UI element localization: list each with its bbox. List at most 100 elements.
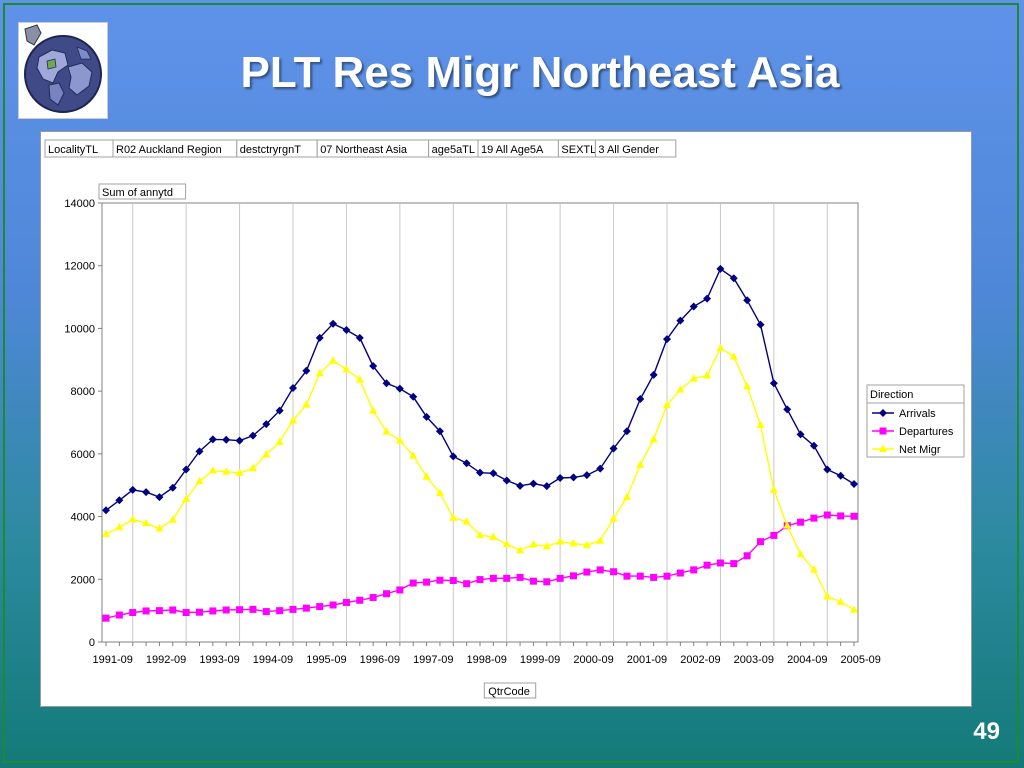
data-point-arrivals [222, 435, 231, 444]
data-field-label: Sum of annytd [102, 187, 173, 199]
data-point-net-migr [409, 451, 418, 459]
data-point-arrivals [315, 333, 324, 342]
data-point-arrivals [716, 264, 725, 273]
data-point-departures [676, 569, 684, 577]
data-point-net-migr [716, 343, 725, 351]
data-point-departures [262, 608, 270, 616]
data-point-net-migr [783, 521, 792, 529]
data-point-departures [209, 607, 217, 615]
data-point-arrivals [582, 471, 591, 480]
data-point-net-migr [542, 541, 551, 550]
data-point-net-migr [809, 565, 818, 573]
x-tick-label: 1998-09 [466, 654, 506, 666]
data-point-arrivals [622, 427, 631, 436]
data-point-departures [182, 609, 190, 617]
data-point-arrivals [476, 468, 484, 477]
globe-map-icon [18, 22, 108, 119]
data-point-arrivals [609, 444, 618, 453]
data-point-arrivals [569, 473, 578, 482]
x-tick-label: 1991-09 [92, 654, 132, 666]
data-point-departures [703, 561, 711, 569]
y-tick-label: 6000 [71, 449, 95, 461]
data-point-arrivals [729, 274, 738, 283]
legend-marker-departures [879, 427, 887, 435]
data-point-arrivals [142, 488, 151, 497]
data-point-departures [797, 518, 805, 526]
y-tick-label: 4000 [71, 512, 95, 524]
data-field-button[interactable] [98, 183, 187, 200]
y-tick-label: 0 [89, 637, 95, 649]
data-point-net-migr [208, 465, 217, 474]
data-point-departures [743, 552, 751, 560]
data-point-net-migr [289, 416, 297, 424]
data-point-arrivals [743, 296, 752, 305]
data-point-departures [583, 568, 591, 576]
legend-title: Direction [870, 389, 913, 401]
data-point-arrivals [248, 431, 257, 440]
data-point-arrivals [449, 452, 458, 461]
data-point-net-migr [195, 476, 204, 485]
data-point-arrivals [796, 430, 805, 439]
x-axis-field-button[interactable] [483, 682, 537, 699]
line-chart: LocalityTL R02 Auckland Region destctryrgn… [44, 139, 965, 699]
data-point-net-migr [756, 420, 765, 429]
data-point-net-migr [449, 513, 458, 521]
data-point-net-migr [115, 522, 124, 531]
data-point-arrivals [663, 335, 671, 344]
data-point-net-migr [369, 406, 378, 414]
data-point-arrivals [395, 384, 404, 393]
data-point-arrivals [850, 479, 858, 488]
data-point-net-migr [248, 463, 257, 472]
data-point-net-migr [729, 352, 738, 360]
x-tick-label: 1994-09 [253, 654, 293, 666]
data-point-arrivals [636, 394, 645, 403]
data-point-arrivals [489, 469, 498, 478]
data-point-departures [423, 578, 431, 586]
x-axis-title: QtrCode [488, 686, 530, 698]
data-point-departures [770, 531, 778, 539]
data-point-arrivals [703, 294, 712, 303]
data-point-arrivals [382, 379, 391, 388]
data-point-net-migr [689, 374, 698, 382]
filter-field-label: SEXTL [561, 144, 596, 156]
data-point-departures [329, 601, 337, 609]
data-point-arrivals [115, 496, 124, 505]
x-tick-label: 1999-09 [520, 654, 560, 666]
data-point-net-migr [703, 370, 712, 379]
data-point-arrivals [128, 485, 137, 494]
data-point-departures [449, 577, 457, 585]
data-point-departures [249, 605, 257, 613]
filter-field-label: LocalityTL [48, 144, 98, 156]
data-point-arrivals [502, 476, 511, 485]
data-point-arrivals [182, 465, 191, 474]
filter-value-dropdown[interactable] [594, 139, 677, 158]
data-point-departures [663, 572, 671, 580]
legend-label: Arrivals [899, 408, 936, 420]
data-point-net-migr [355, 375, 364, 383]
data-point-departures [610, 568, 618, 576]
data-point-net-migr [676, 385, 685, 393]
data-point-net-migr [556, 537, 565, 545]
data-point-departures [356, 596, 364, 604]
data-point-departures [810, 514, 818, 522]
data-point-net-migr [435, 488, 444, 497]
data-point-net-migr [262, 449, 271, 458]
data-point-arrivals [195, 447, 204, 456]
data-point-departures [115, 611, 123, 619]
data-point-net-migr [796, 549, 805, 558]
data-point-arrivals [809, 441, 818, 450]
data-point-arrivals [369, 362, 378, 371]
data-point-net-migr [462, 517, 471, 525]
data-point-net-migr [302, 400, 311, 408]
data-point-arrivals [342, 325, 351, 334]
data-point-net-migr [622, 492, 631, 501]
x-tick-label: 2000-09 [573, 654, 613, 666]
data-point-net-migr [422, 472, 431, 480]
data-point-departures [556, 574, 564, 582]
data-point-departures [503, 574, 511, 582]
x-tick-label: 2003-09 [734, 654, 774, 666]
data-point-net-migr [569, 539, 578, 547]
data-point-arrivals [836, 471, 845, 480]
data-point-net-migr [663, 400, 671, 408]
data-point-departures [463, 580, 471, 588]
